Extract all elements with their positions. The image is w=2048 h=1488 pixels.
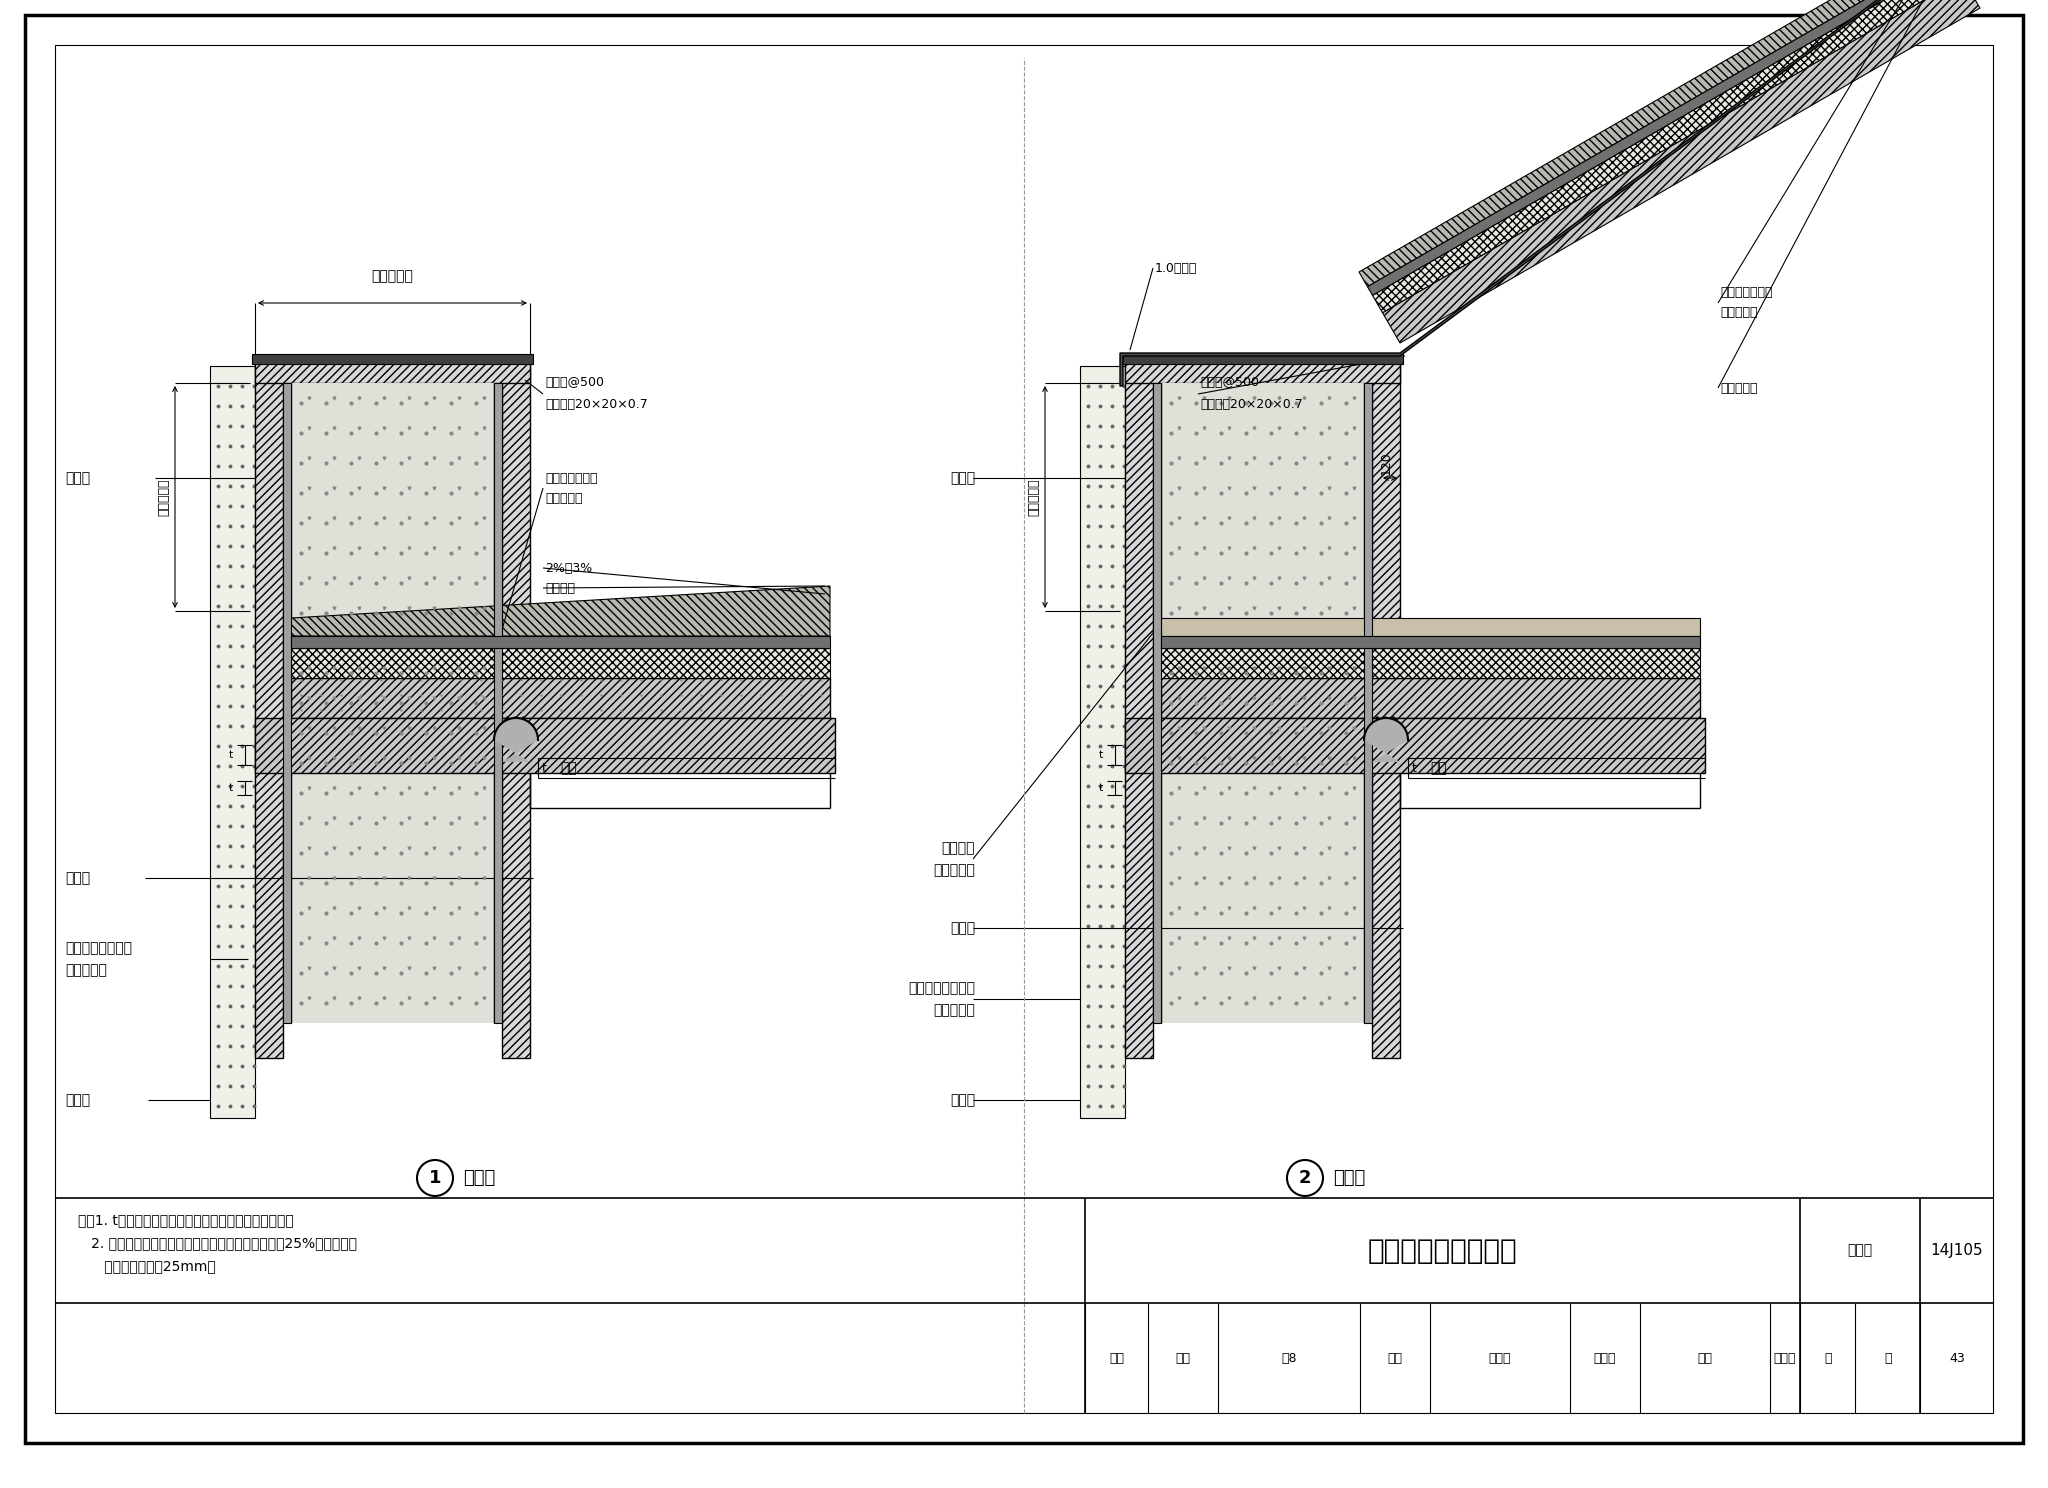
Text: 2. 倒置式屋面保温层的设计厚度应按计算厚度增加25%取值，且最: 2. 倒置式屋面保温层的设计厚度应按计算厚度增加25%取值，且最 [78,1237,356,1250]
Text: 墙厚: 墙厚 [1430,760,1446,775]
Bar [283,382,291,1024]
Polygon shape [1360,0,1948,287]
Polygon shape [256,359,283,1058]
Text: 外保温墙体檐口构造: 外保温墙体檐口构造 [1368,1237,1518,1265]
Text: 金建明: 金建明 [1489,1351,1511,1364]
Polygon shape [1372,359,1401,1058]
Bar [252,354,532,365]
Text: 保温层: 保温层 [950,472,975,485]
Polygon shape [1161,647,1700,679]
Text: t: t [1411,762,1417,774]
Text: 雨水口: 雨水口 [950,921,975,934]
Text: 按工程设计: 按工程设计 [934,1003,975,1016]
Text: t: t [229,750,233,760]
Text: 金建明: 金建明 [1593,1351,1616,1364]
Circle shape [1286,1161,1323,1196]
Text: 14J105: 14J105 [1931,1242,1982,1257]
Bar [1364,382,1372,1024]
Text: 按工程设计: 按工程设计 [66,963,106,978]
Text: 设计: 设计 [1698,1351,1712,1364]
Text: 平屋顶: 平屋顶 [463,1170,496,1187]
Polygon shape [1161,635,1700,647]
Text: 屋面标高: 屋面标高 [545,582,575,595]
Text: 页: 页 [1884,1351,1892,1364]
Polygon shape [1124,359,1153,1058]
Text: t: t [1098,750,1104,760]
Text: 保温层: 保温层 [66,472,90,485]
Bar [1122,354,1403,365]
Circle shape [418,1161,453,1196]
Polygon shape [1368,0,1952,296]
Polygon shape [256,719,836,772]
Polygon shape [1161,679,1700,719]
Text: t: t [229,783,233,793]
Text: 坡屋顶: 坡屋顶 [1333,1170,1366,1187]
Text: 保温层: 保温层 [66,1094,90,1107]
Text: t: t [1098,783,1104,793]
Text: 雨水口: 雨水口 [66,870,90,885]
Text: 葛壁: 葛壁 [1176,1351,1190,1364]
Text: 镀锌垫片20×20×0.7: 镀锌垫片20×20×0.7 [1200,399,1303,412]
Bar [1079,366,1124,1117]
Polygon shape [291,586,829,635]
Text: 水泥钉@500: 水泥钉@500 [545,376,604,390]
Text: 墙厚: 墙厚 [559,760,578,775]
Bar [211,366,256,1117]
Polygon shape [1382,0,1980,344]
Bar [494,382,502,1024]
Polygon shape [494,719,539,762]
Polygon shape [291,647,829,679]
Text: 按工程设计: 按工程设计 [371,269,414,283]
Text: 无机保温: 无机保温 [942,841,975,856]
Text: 120: 120 [1380,451,1393,475]
Text: 李文驹: 李文驹 [1774,1351,1796,1364]
Text: 砂浆保温层: 砂浆保温层 [934,863,975,876]
Polygon shape [1372,0,1962,312]
Text: 葛8: 葛8 [1282,1351,1296,1364]
Text: 2%～3%: 2%～3% [545,561,592,574]
Text: 屋面保温、防水: 屋面保温、防水 [1720,287,1772,299]
Polygon shape [1364,719,1409,762]
Polygon shape [1161,618,1700,635]
Text: 注：1. t为保温层厚度，可参考本图集热工性能表选用。: 注：1. t为保温层厚度，可参考本图集热工性能表选用。 [78,1213,293,1228]
Text: 防水与外饰面做法: 防水与外饰面做法 [66,940,131,955]
Polygon shape [291,679,829,719]
Text: 防水与外饰面做法: 防水与外饰面做法 [907,981,975,995]
Text: 屋面保温、防水: 屋面保温、防水 [545,472,598,485]
Text: 按工程设计: 按工程设计 [158,478,170,516]
Text: 镀锌垫片20×20×0.7: 镀锌垫片20×20×0.7 [545,399,647,412]
Text: 按工程设计: 按工程设计 [1720,381,1757,394]
Text: 按工程设计: 按工程设计 [1720,307,1757,320]
Polygon shape [1124,359,1401,382]
Text: 图集号: 图集号 [1847,1244,1872,1257]
Bar [291,382,494,1024]
Text: 保温层: 保温层 [950,1094,975,1107]
Text: 1: 1 [428,1170,440,1187]
Text: 2: 2 [1298,1170,1311,1187]
Text: 签: 签 [1825,1351,1831,1364]
Polygon shape [256,359,530,382]
Text: 43: 43 [1950,1351,1964,1364]
Text: 审核: 审核 [1110,1351,1124,1364]
Bar [1153,382,1161,1024]
Polygon shape [502,359,530,1058]
Text: 小厚度不得小于25mm。: 小厚度不得小于25mm。 [78,1259,215,1274]
Polygon shape [1120,0,1982,385]
Text: t: t [543,762,547,774]
Polygon shape [1124,719,1706,772]
Text: 1.0厚铝板: 1.0厚铝板 [1155,262,1198,274]
Text: 水泥钉@500: 水泥钉@500 [1200,376,1260,390]
Text: 按工程设计: 按工程设计 [1026,478,1040,516]
Polygon shape [291,635,829,647]
Bar [1161,382,1364,1024]
Text: 按工程设计: 按工程设计 [545,491,582,504]
Text: 校对: 校对 [1386,1351,1403,1364]
